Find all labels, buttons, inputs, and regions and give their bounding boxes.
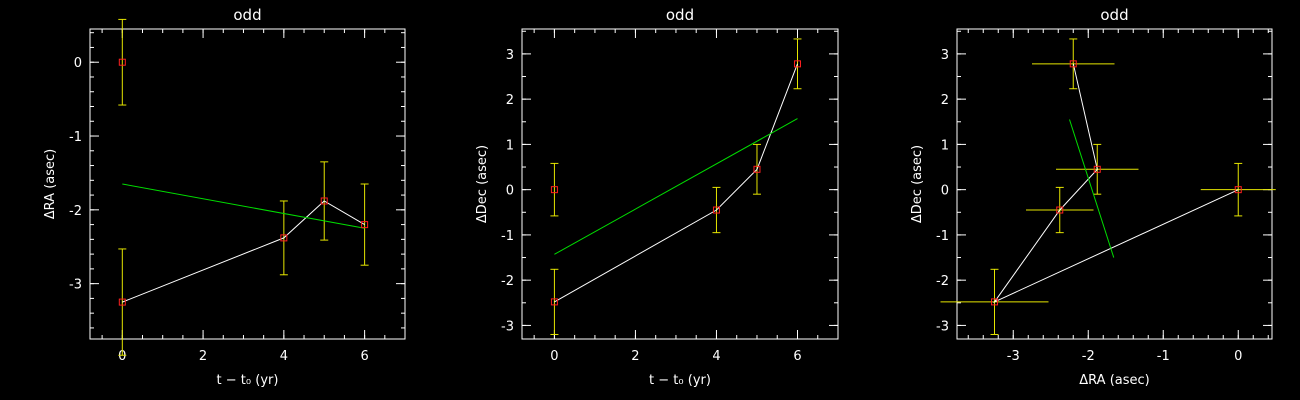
plot-frame (956, 28, 1273, 340)
x-axis-label: t − t₀ (yr) (649, 373, 711, 388)
data-point (793, 60, 801, 68)
connecting-line (122, 200, 365, 303)
chart-panel-dec-vs-time: odd t − t₀ (yr) ΔDec (asec) 0 2 4 6 -3 -2 -1 0 1 2 3 (475, 6, 839, 388)
chart-title: odd (666, 6, 694, 24)
data-point (550, 186, 558, 194)
x-tick-label: 6 (793, 349, 801, 364)
data-point (320, 197, 328, 205)
data-point (712, 206, 720, 214)
y-tick-label: 1 (506, 138, 514, 153)
x-tick-label: 2 (199, 349, 207, 364)
y-axis-label: ΔDec (asec) (475, 145, 490, 223)
x-tick-label: -1 (1157, 349, 1170, 364)
x-axis-label: t − t₀ (yr) (217, 373, 279, 388)
y-tick-label: 2 (941, 93, 949, 108)
y-tick-label: 3 (941, 48, 949, 63)
data-point (1093, 165, 1101, 173)
y-axis-label: ΔRA (asec) (43, 149, 58, 219)
x-tick-label: 4 (280, 349, 288, 364)
data-point (991, 298, 998, 306)
y-tick-label: -2 (501, 274, 514, 289)
y-axis-label: ΔDec (asec) (910, 145, 925, 223)
chart-title: odd (1100, 6, 1128, 24)
data-point (1234, 186, 1242, 194)
data-point (753, 165, 761, 173)
x-tick-label: -3 (1007, 349, 1020, 364)
plot-frame (89, 28, 406, 340)
connecting-line (993, 63, 1239, 304)
plot-frame (521, 28, 839, 340)
data-point (118, 298, 126, 306)
y-tick-label: 3 (506, 48, 514, 63)
chart-panel-dec-vs-ra: odd ΔRA (asec) ΔDec (asec) -3 -2 -1 0 -3 -2 -1 0 1 2… (910, 6, 1276, 388)
data-point (118, 58, 126, 66)
connecting-line (554, 63, 798, 303)
fit-line (122, 183, 365, 229)
y-tick-label: -2 (936, 274, 949, 289)
y-tick-label: -3 (501, 319, 514, 334)
data-point (550, 298, 558, 306)
chart-panel-ra-vs-time: odd t − t₀ (yr) ΔRA (asec) 0 2 4 6 -3 -2 -1 0 (43, 6, 406, 388)
x-tick-label: 0 (550, 349, 558, 364)
data-point (1069, 60, 1077, 68)
y-tick-label: 1 (941, 138, 949, 153)
x-tick-label: -2 (1082, 349, 1095, 364)
y-tick-label: 0 (506, 184, 514, 199)
data-point (1056, 206, 1064, 214)
x-tick-label: 0 (1234, 349, 1242, 364)
x-tick-label: 0 (118, 349, 126, 364)
y-tick-label: -3 (936, 319, 949, 334)
y-tick-label: -3 (69, 278, 82, 293)
x-tick-label: 4 (712, 349, 720, 364)
y-tick-label: -2 (69, 204, 82, 219)
y-tick-label: -1 (501, 229, 514, 244)
fit-line (1069, 119, 1115, 258)
x-axis-label: ΔRA (asec) (1079, 373, 1149, 388)
y-tick-label: -1 (69, 130, 82, 145)
data-point (361, 221, 369, 229)
x-tick-label: 6 (360, 349, 368, 364)
y-tick-label: 0 (941, 184, 949, 199)
y-tick-label: 2 (506, 93, 514, 108)
fit-line (554, 118, 798, 255)
data-point (280, 234, 288, 242)
x-tick-label: 2 (631, 349, 639, 364)
y-tick-label: 0 (74, 56, 82, 71)
y-tick-label: -1 (936, 229, 949, 244)
chart-title: odd (233, 6, 261, 24)
